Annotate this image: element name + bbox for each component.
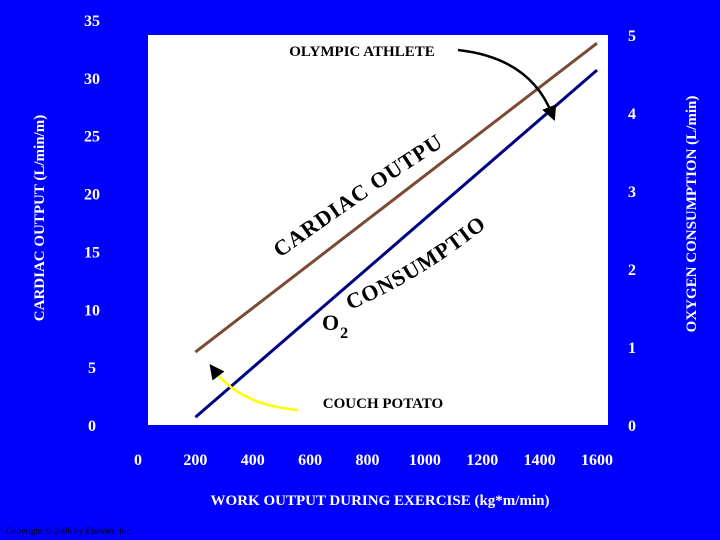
x-tick-label-4: 800 [356,452,380,469]
y-left-tick-labels: 0 5 10 15 20 25 30 35 [84,13,100,435]
y-right-tick-labels: 0 1 2 3 4 5 [628,28,636,435]
x-tick-label-5: 1000 [409,452,441,469]
y-right-tick-label-3: 3 [628,184,636,201]
x-tick-label-7: 1400 [524,452,556,469]
olympic-athlete-annotation: OLYMPIC ATHLETE [289,44,434,60]
couch-potato-arrow [209,363,299,412]
copyright-text: Copyright © 2006 by Elsevier, Inc. [6,526,133,536]
x-tick-label-6: 1200 [466,452,498,469]
series-lines [194,41,598,419]
y-left-tick-label-5: 25 [84,129,100,146]
y-right-tick-label-0: 0 [628,418,636,435]
o2-letter: O [322,310,340,335]
x-tick-label-3: 600 [298,452,322,469]
olympic-athlete-arrow [457,48,557,121]
x-tick-label-1: 200 [183,452,207,469]
x-tick-labels: 0 200 400 600 800 1000 1200 1400 1600 [134,452,613,469]
x-tick-label-8: 1600 [581,452,613,469]
y-left-tick-label-1: 5 [88,360,96,377]
y-left-tick-label-7: 35 [84,13,100,30]
o2-label: O2 [322,310,349,342]
x-axis-title: WORK OUTPUT DURING EXERCISE (kg*m/min) [211,493,550,509]
y-left-tick-label-4: 20 [84,187,100,204]
series-line-1 [194,68,598,419]
couch-potato-annotation: COUCH POTATO [323,396,443,412]
x-tick-label-0: 0 [134,452,142,469]
o2-subscript: 2 [340,325,349,342]
y-right-axis-title: OXYGEN CONSUMPTION (L/min) [684,96,700,333]
x-tick-label-2: 400 [241,452,265,469]
y-left-tick-label-2: 10 [84,302,100,319]
y-right-tick-label-5: 5 [628,28,636,45]
y-left-axis-title: CARDIAC OUTPUT (L/min/m) [32,115,48,321]
y-left-tick-label-6: 30 [84,71,100,88]
y-left-tick-label-0: 0 [88,418,96,435]
y-left-tick-label-3: 15 [84,244,100,261]
y-right-tick-label-4: 4 [628,106,636,123]
series-line-0 [194,41,598,354]
plot-area [148,35,608,425]
y-right-tick-label-1: 1 [628,340,636,357]
y-right-tick-label-2: 2 [628,262,636,279]
